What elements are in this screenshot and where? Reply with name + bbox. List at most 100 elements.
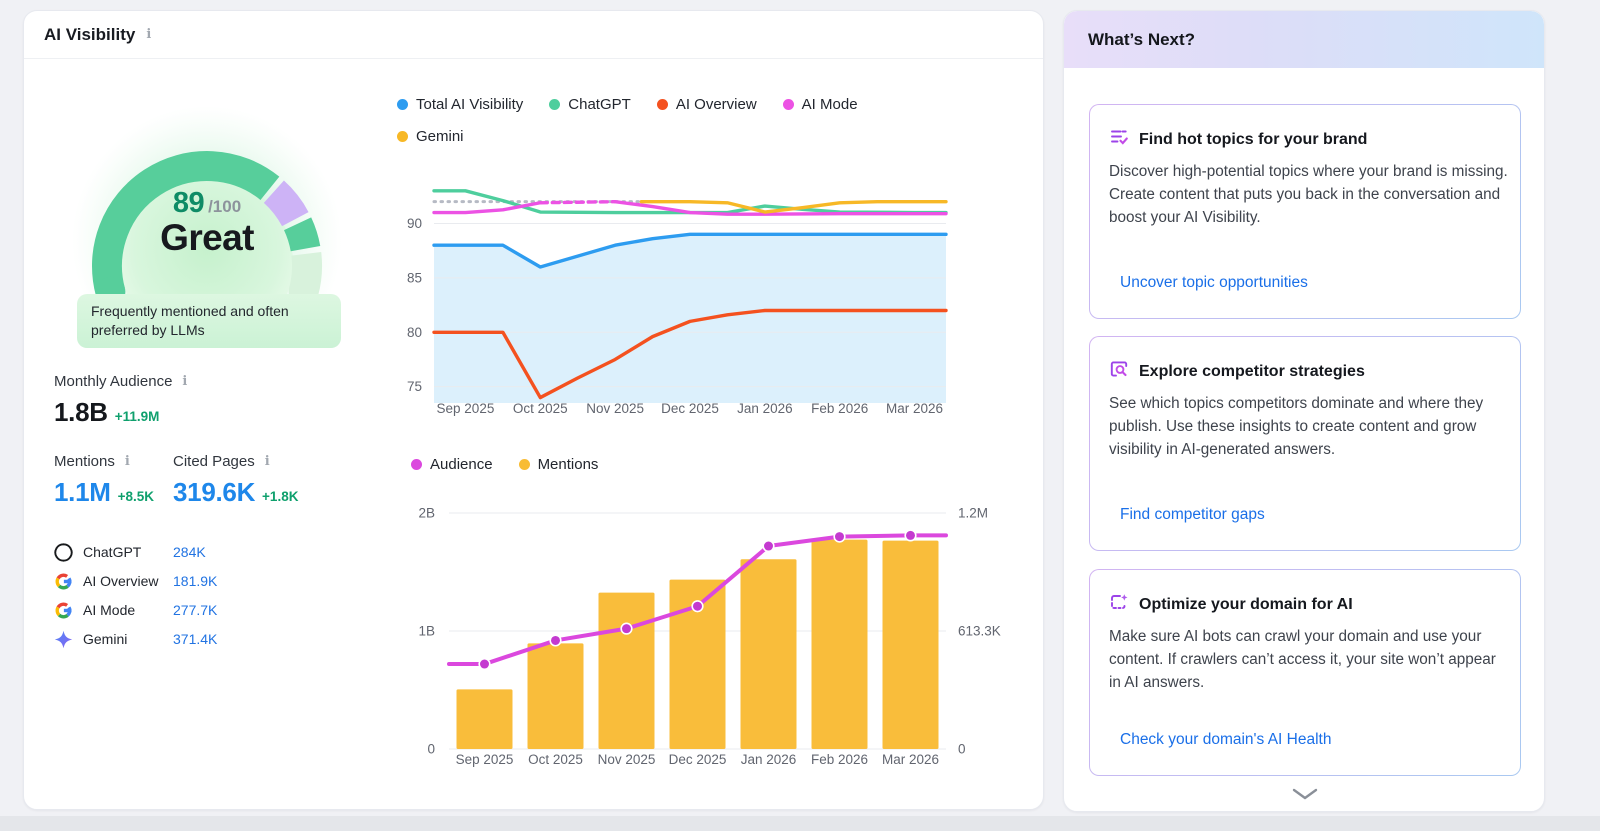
mentions-value-link[interactable]: 1.1M (54, 477, 111, 507)
cited-pages-value-link[interactable]: 319.6K (173, 477, 256, 507)
x-tick-label: Nov 2025 (598, 752, 656, 767)
gauge-arc-main (92, 151, 280, 296)
next-card-title: Explore competitor strategies (1139, 362, 1365, 380)
platform-name: Gemini (83, 631, 128, 647)
platform-row[interactable]: AI Overview 181.9K (54, 570, 217, 592)
monthly-audience-value-row: 1.8B +11.9M (54, 397, 159, 428)
data-point-audience[interactable] (904, 529, 917, 542)
legend-item-mentions[interactable]: Mentions (518, 456, 599, 473)
area-total-ai-visibility (434, 234, 946, 403)
x-tick-label: Mar 2026 (886, 401, 943, 416)
legend-item-total-ai-visibility[interactable]: Total AI Visibility (397, 96, 523, 113)
platform-row[interactable]: AI Mode 277.7K (54, 599, 217, 621)
legend-item-audience[interactable]: Audience (411, 456, 493, 473)
uncover-topic-opportunities-link[interactable]: Uncover topic opportunities (1120, 274, 1308, 291)
x-tick-label: Mar 2026 (882, 752, 939, 767)
next-card-body: Make sure AI bots can crawl your domain … (1109, 628, 1496, 691)
score-value: 89 (172, 187, 205, 219)
bar-mentions[interactable] (811, 539, 868, 749)
data-point-audience[interactable] (620, 622, 633, 635)
legend-label: AI Overview (675, 96, 757, 113)
info-icon[interactable]: i (182, 374, 188, 389)
expand-panel-button[interactable] (1279, 783, 1331, 807)
data-point-audience[interactable] (691, 600, 704, 613)
next-card-hot-topics[interactable]: Find hot topics for your brand Discover … (1089, 104, 1521, 319)
cited-pages-label: Cited Pages (173, 453, 255, 470)
x-tick-label: Oct 2025 (528, 752, 583, 767)
next-card-title-row: Find hot topics for your brand (1109, 127, 1367, 152)
legend-label: ChatGPT (568, 96, 631, 113)
platform-value-link[interactable]: 277.7K (173, 602, 218, 618)
legend-item-ai-mode[interactable]: AI Mode (782, 96, 858, 113)
platform-row[interactable]: Gemini 371.4K (54, 628, 217, 650)
info-icon[interactable]: i (146, 27, 152, 42)
data-point-audience[interactable] (762, 539, 775, 553)
legend-label: Mentions (537, 456, 599, 473)
data-point-audience[interactable] (549, 634, 562, 647)
data-point-audience[interactable] (478, 657, 491, 671)
gauge-arc-segment (283, 217, 321, 252)
legend-dot (397, 99, 408, 110)
chatgpt-icon (54, 542, 73, 562)
optimize-domain-icon (1109, 592, 1129, 617)
y-tick-label: 80 (407, 325, 422, 340)
info-icon[interactable]: i (124, 454, 130, 469)
legend-dot (782, 99, 794, 110)
x-tick-label: Sep 2025 (437, 401, 495, 416)
mentions-label: Mentions (54, 453, 115, 470)
whats-next-title: What’s Next? (1088, 29, 1196, 49)
audience-mentions-chart[interactable]: 2B 1.2M 1B 613.3K 0 0 Sep 2025 Oct 2025 Nov 2025… (371, 491, 1041, 781)
bar-mentions[interactable] (740, 559, 797, 749)
bar-mentions[interactable] (669, 579, 726, 749)
platform-name: AI Mode (83, 602, 136, 618)
google-icon (54, 601, 73, 620)
find-competitor-gaps-link[interactable]: Find competitor gaps (1120, 506, 1265, 523)
x-tick-label: Feb 2026 (811, 752, 868, 767)
page-title: AI Visibility (44, 24, 136, 44)
legend-dot (397, 131, 408, 142)
x-tick-label: Feb 2026 (811, 401, 868, 416)
cited-pages-delta: +1.8K (262, 489, 299, 504)
x-tick-label: Dec 2025 (669, 752, 727, 767)
legend-item-ai-overview[interactable]: AI Overview (656, 96, 757, 113)
bar-mentions[interactable] (527, 643, 584, 749)
monthly-audience-label: Monthly Audience (54, 373, 173, 390)
next-card-optimize-domain[interactable]: Optimize your domain for AI Make sure AI… (1089, 569, 1521, 776)
bar-mentions[interactable] (456, 689, 513, 749)
legend-item-gemini[interactable]: Gemini (397, 128, 464, 145)
series-ai-mode-projected (538, 199, 617, 205)
series-ai-mode (432, 201, 542, 215)
right-axis-label: 0 (958, 742, 966, 757)
data-point-audience[interactable] (833, 530, 846, 543)
legend-item-chatgpt[interactable]: ChatGPT (549, 96, 631, 113)
legend-label: Total AI Visibility (416, 96, 524, 113)
monthly-audience-value: 1.8B (54, 397, 108, 427)
chevron-down-icon (1292, 788, 1318, 803)
x-tick-label: Oct 2025 (513, 401, 568, 416)
left-axis-label: 1B (418, 624, 435, 639)
series-ai-overview (432, 308, 948, 400)
next-card-title-row: Explore competitor strategies (1109, 359, 1365, 384)
platform-value-link[interactable]: 284K (173, 544, 206, 560)
info-icon[interactable]: i (264, 454, 270, 469)
cited-pages-label-row: Cited Pages i (173, 453, 272, 470)
legend-dot (518, 459, 530, 470)
right-axis-label: 613.3K (958, 624, 1001, 639)
platform-value-link[interactable]: 371.4K (173, 631, 218, 647)
bar-mentions[interactable] (882, 540, 939, 749)
check-domain-ai-health-link[interactable]: Check your domain's AI Health (1120, 731, 1332, 748)
mentions-delta: +8.5K (117, 489, 155, 504)
next-card-competitors[interactable]: Explore competitor strategies See which … (1089, 336, 1521, 551)
series-gemini (639, 199, 948, 214)
x-tick-label: Sep 2025 (456, 752, 514, 767)
left-axis-label: 2B (418, 506, 435, 521)
card-header: AI Visibility i (24, 11, 1043, 59)
ai-visibility-trend-chart[interactable]: 90 85 80 75 Sep 2025 Oct 2025 Nov 2025 Dec 2025… (371, 161, 1031, 421)
platform-name: AI Overview (83, 573, 159, 589)
page-bottom-divider (0, 816, 1600, 831)
bar-mentions[interactable] (598, 592, 655, 749)
platform-row[interactable]: ChatGPT 284K (54, 541, 206, 563)
legend-dot (656, 99, 668, 110)
platform-value-link[interactable]: 181.9K (173, 573, 218, 589)
